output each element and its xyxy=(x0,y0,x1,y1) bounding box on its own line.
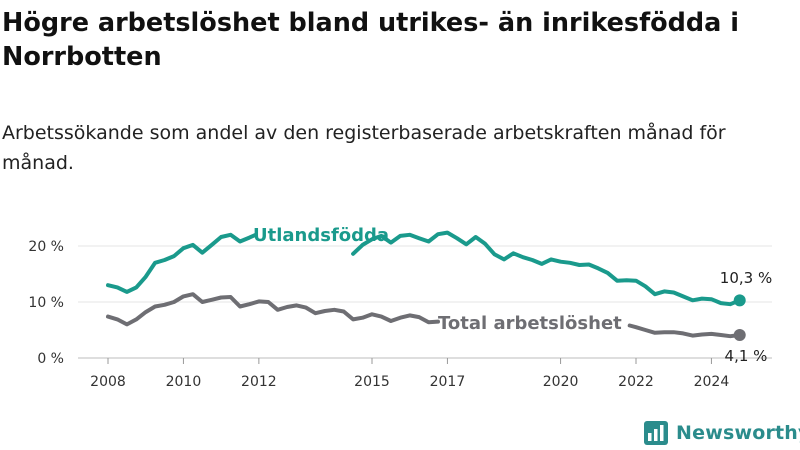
series-name-label-total: Total arbetslöshet xyxy=(438,313,622,334)
axes: 0 % 10 % 20 % 2008 2010 2012 2015 2017 2020 2022 2… xyxy=(28,239,772,390)
series-labels: Utlandsfödda Total arbetslöshet 10,3 % 4,1 … xyxy=(253,225,772,365)
y-tick-label: 0 % xyxy=(37,351,64,367)
x-tick-label: 2012 xyxy=(241,374,277,390)
series-line-1 xyxy=(106,292,742,339)
x-tick-label: 2024 xyxy=(694,374,730,390)
end-value-label-total: 4,1 % xyxy=(725,347,768,365)
brand-name: Newsworthy xyxy=(676,422,800,444)
x-tick-label: 2022 xyxy=(618,374,654,390)
chart-title: Högre arbetslöshet bland utrikes- än inr… xyxy=(2,8,740,72)
series-name-label-foreign-born: Utlandsfödda xyxy=(253,225,389,246)
x-tick-label: 2008 xyxy=(90,374,126,390)
x-tick-label: 2010 xyxy=(166,374,202,390)
x-tick-label: 2020 xyxy=(543,374,579,390)
y-tick-label: 10 % xyxy=(28,295,64,311)
series-end-dot-0 xyxy=(733,294,746,307)
series-line-0 xyxy=(106,230,742,307)
chart-subtitle: Arbetssökande som andel av den registerb… xyxy=(2,122,726,174)
x-tick-label: 2017 xyxy=(430,374,466,390)
end-value-label-foreign-born: 10,3 % xyxy=(720,269,772,287)
brand-logo: Newsworthy xyxy=(644,419,800,447)
x-tick-label: 2015 xyxy=(354,374,390,390)
series-lines xyxy=(106,230,746,342)
y-tick-label: 20 % xyxy=(28,239,64,255)
series-end-dot-1 xyxy=(733,329,746,342)
newsworthy-logo-icon xyxy=(644,421,668,445)
